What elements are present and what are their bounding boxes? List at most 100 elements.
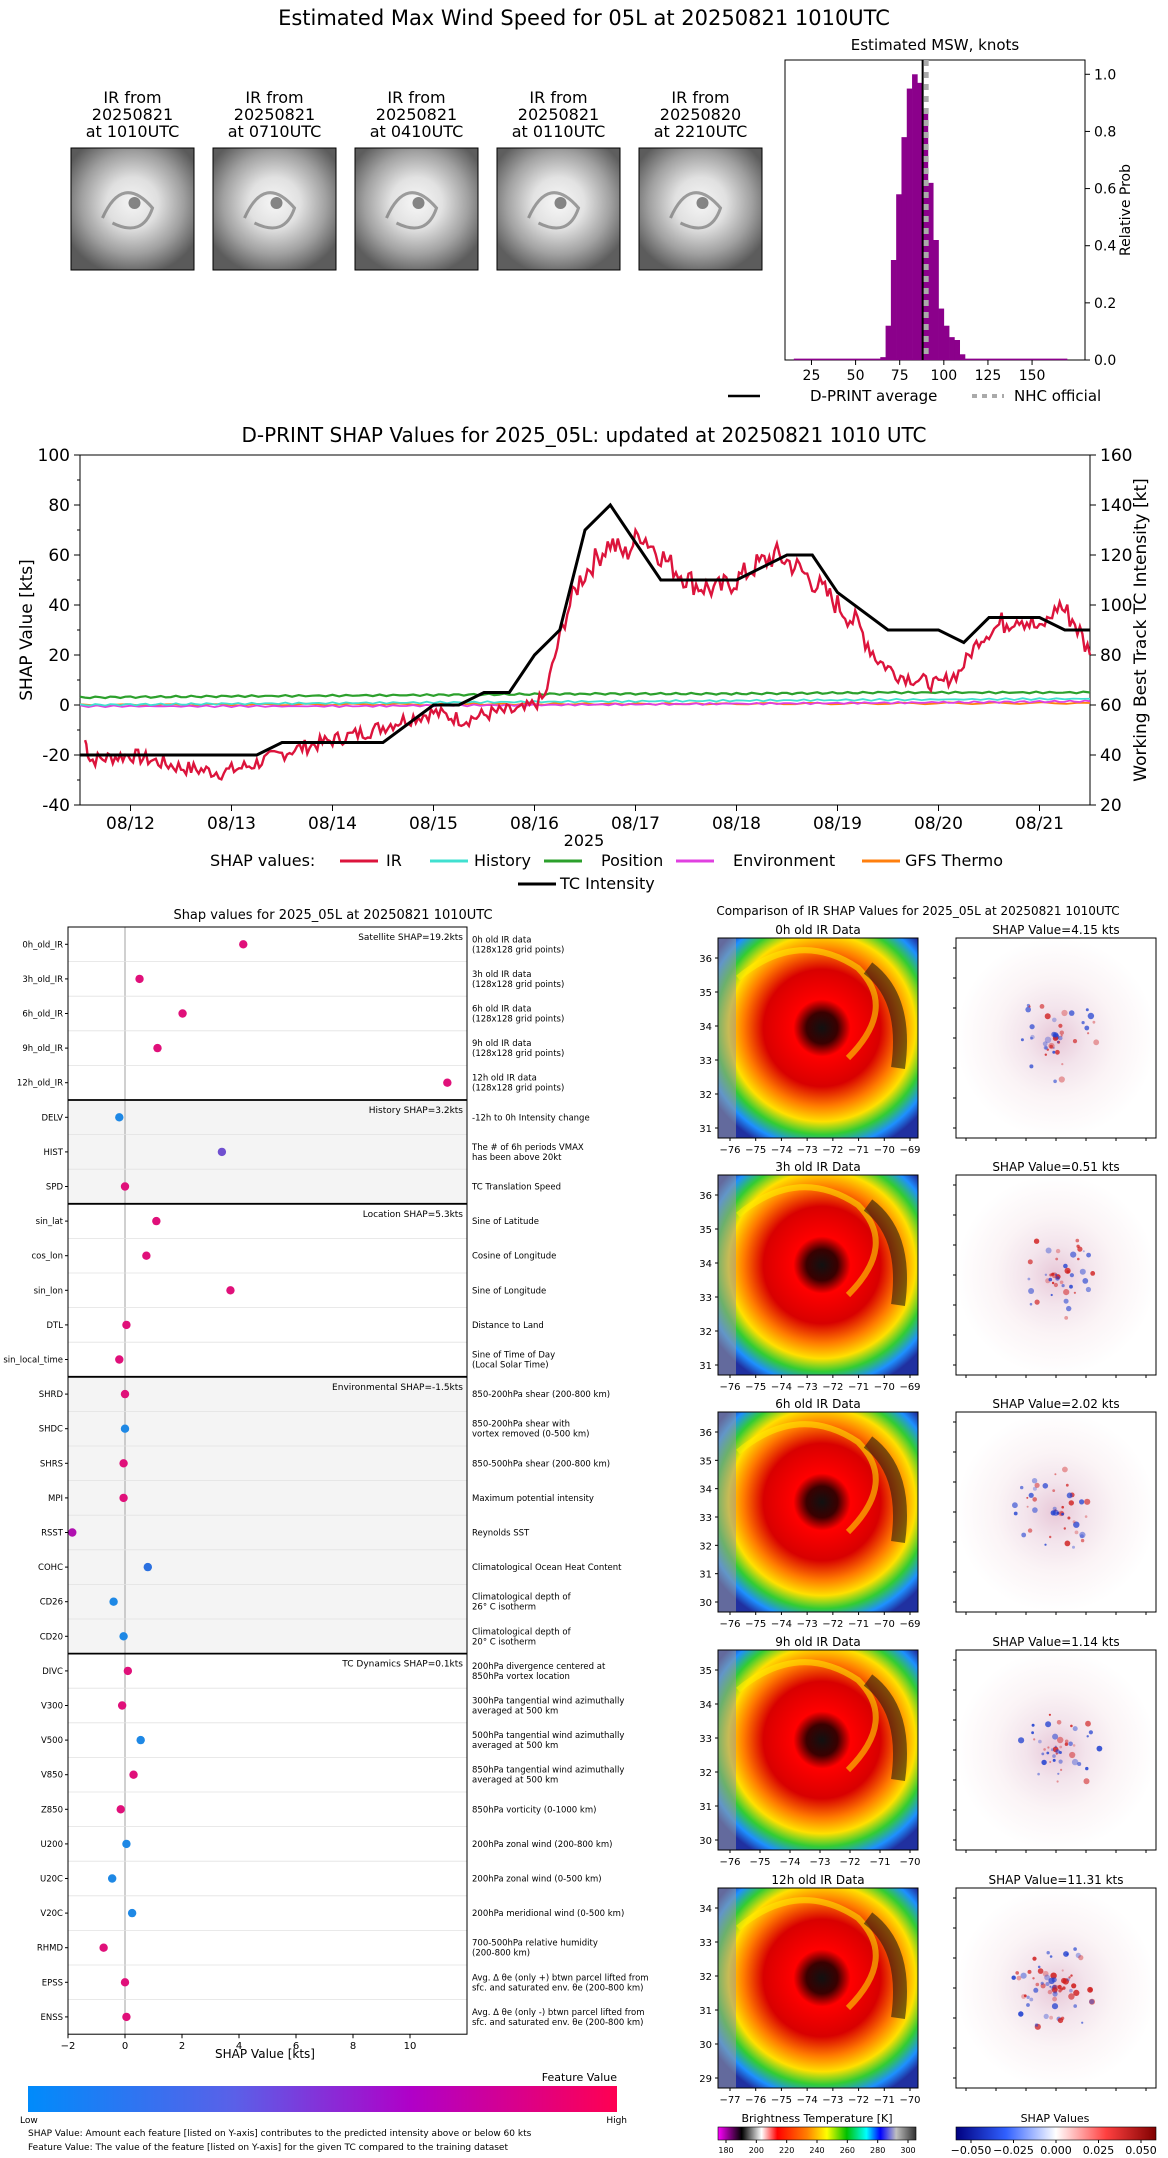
feature-description: 850-200hPa shear with (472, 1420, 570, 1430)
feature-description: -12h to 0h Intensity change (472, 1113, 590, 1123)
shap-map-cell (1069, 1988, 1073, 1993)
histogram-xtick-label: 125 (975, 368, 1002, 384)
shap-panel-title: SHAP Value=0.51 kts (992, 1160, 1119, 1174)
shap-map-cell (1043, 1045, 1048, 1050)
thumbnail-spiral (527, 191, 581, 230)
feature-shap-point (135, 974, 144, 984)
shap-map-cell (1059, 1030, 1065, 1035)
shap-map-cell (1045, 1982, 1050, 1986)
ir-cold-band (863, 1912, 907, 2019)
shap-map-cell (1087, 1032, 1090, 1035)
shap-map-cell (1071, 1758, 1079, 1766)
thumbnail-eye (128, 197, 141, 209)
ir-panel-title: 6h old IR Data (775, 1397, 861, 1411)
timeseries-xtick-label: 08/13 (207, 814, 256, 834)
feature-description: averaged at 500 km (472, 1741, 558, 1751)
timeseries-y2tick-label: 100 (1100, 596, 1132, 616)
shap-map-cell (1032, 1977, 1035, 1980)
feature-chart-title: Shap values for 2025_05L at 20250821 101… (173, 908, 492, 923)
shap-map-cell (1058, 1023, 1063, 1028)
shap-map-cell (1081, 1021, 1085, 1025)
shap-map-cell (1052, 1046, 1055, 1049)
ir-xtick-label: −76 (719, 1382, 740, 1393)
feature-xtick-label: 0 (122, 2041, 128, 2052)
ir-ytick-label: 32 (699, 1327, 712, 1338)
thumbnail-frame (638, 147, 763, 271)
feature-shap-point (123, 1666, 133, 1676)
shap-map-cell (1055, 1752, 1058, 1755)
ir-land (718, 1650, 736, 1850)
shap-map-cell (1037, 1968, 1044, 1974)
thumbnail-eye (554, 197, 567, 209)
legend-ir-label: IR (386, 851, 402, 870)
feature-description: 26° C isotherm (472, 1603, 536, 1613)
histogram-bar (949, 337, 955, 360)
ir-xtick-label: −72 (839, 1857, 860, 1868)
shap-map-cell (1064, 1540, 1071, 1547)
histogram-xtick-label: 25 (803, 368, 821, 384)
thumbnail-label-line1: IR from (245, 88, 303, 107)
feature-shap-point (143, 1562, 152, 1572)
ir-image-frame (717, 1411, 919, 1613)
feature-shap-point (443, 1078, 452, 1087)
feature-name: MPI (48, 1494, 63, 1504)
ir-xtick-label: −72 (848, 2095, 869, 2106)
shap-map-cell (1053, 1079, 1057, 1084)
shap-map-cell (1026, 1505, 1029, 1508)
shap-map-cell (1042, 1041, 1048, 1047)
shap-map-cell (1015, 1971, 1019, 1975)
ir-ytick-label: 30 (699, 2040, 712, 2051)
shap-map-cell (1051, 1987, 1058, 1993)
shap-map-cell (1049, 2015, 1053, 2020)
shap-map-cell (1057, 1772, 1060, 1775)
shap-map-cell (1046, 1951, 1050, 1955)
feature-shap-point (122, 1320, 131, 1330)
feature-description: (128x128 grid points) (472, 980, 564, 990)
shap-map-cell (1011, 1975, 1016, 1980)
ir-ytick-label: 31 (699, 1802, 712, 1813)
feature-shap-point (152, 1216, 161, 1226)
ir-land (718, 1412, 736, 1612)
shap-map-cell (1070, 1251, 1077, 1258)
feature-description: Cosine of Longitude (472, 1252, 556, 1262)
shap-map-cell (1049, 1955, 1053, 1958)
ir-ytick-label: 32 (699, 1972, 712, 1983)
shap-colorbar-tick-label: −0.050 (951, 2144, 992, 2157)
history-line (79, 697, 1091, 707)
shap-map-cell (1025, 1006, 1031, 1013)
ir-ytick-label: 31 (699, 1124, 712, 1135)
timeseries-xtick-label: 08/15 (409, 814, 458, 834)
shap-map-cell (1044, 1543, 1047, 1546)
ir-xtick-label: −75 (749, 1857, 770, 1868)
feature-description: 200hPa zonal wind (0-500 km) (472, 1875, 602, 1885)
shap-map-cell (1047, 1989, 1053, 1995)
feature-description: 850-200hPa shear (200-800 km) (472, 1390, 610, 1400)
feature-colorbar (28, 2086, 617, 2112)
shap-map-cell (1044, 1273, 1048, 1277)
shap-map-cell (1064, 1739, 1069, 1744)
feature-name: V300 (41, 1702, 63, 1712)
feature-shap-point (129, 1770, 138, 1779)
ir-image-frame (717, 937, 919, 1139)
shap-map-cell (1060, 1987, 1064, 1991)
ir-panel-title: 12h old IR Data (771, 1873, 864, 1887)
feature-shap-point (109, 1597, 118, 1606)
ir-rainband (736, 1659, 879, 1773)
feature-description: sfc. and saturated env. θe (200-800 km) (472, 1983, 644, 1993)
feature-shap-point (122, 2012, 131, 2022)
shap-map-cell (1032, 1956, 1037, 1961)
ir-ytick-label: 30 (699, 1836, 712, 1847)
shap-map-cell (1086, 1735, 1089, 1738)
shap-map-cell (1046, 1048, 1050, 1051)
feature-description: Sine of Latitude (472, 1217, 539, 1227)
shap-panel-title: SHAP Value=4.15 kts (992, 923, 1119, 937)
tc-intensity-line (80, 502, 1090, 757)
feature-shap-point (120, 1182, 130, 1191)
shap-map-cell (1052, 1758, 1056, 1762)
feature-shap-point (120, 1424, 130, 1433)
shap-map-cell (1064, 1267, 1071, 1274)
ir-ytick-label: 35 (699, 1225, 712, 1236)
timeseries-y2tick-label: 140 (1100, 496, 1132, 516)
shap-map-cell (1056, 1040, 1060, 1044)
shap-map-cell (1087, 1012, 1095, 1020)
